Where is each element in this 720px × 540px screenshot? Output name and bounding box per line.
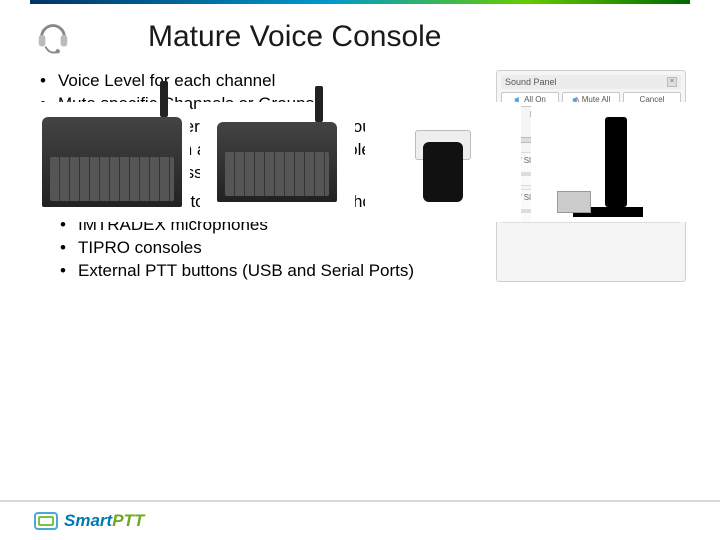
sub-bullet-item: External PTT buttons (USB and Serial Por… xyxy=(60,260,484,283)
hardware-image-mic-stand xyxy=(531,102,687,222)
hardware-images-row xyxy=(34,92,686,222)
logo: SmartPTT xyxy=(34,511,144,531)
slide-body: Mature Voice Console Voice Level for eac… xyxy=(0,0,720,282)
close-icon[interactable]: × xyxy=(667,77,677,87)
logo-smart: Smart xyxy=(64,511,112,530)
logo-mark-icon xyxy=(34,512,58,530)
hardware-image-console-1 xyxy=(34,102,190,222)
headset-icon xyxy=(34,18,72,56)
panel-title: Sound Panel xyxy=(505,77,557,87)
hardware-image-console-2 xyxy=(200,102,356,222)
logo-ptt: PTT xyxy=(112,511,144,530)
sub-bullet-item: TIPRO consoles xyxy=(60,237,484,260)
title-row: Mature Voice Console xyxy=(34,18,686,56)
hardware-image-ptt xyxy=(365,102,521,222)
slide-title: Mature Voice Console xyxy=(148,20,442,54)
panel-header: Sound Panel × xyxy=(501,75,681,89)
logo-text: SmartPTT xyxy=(64,511,144,531)
bullet-item: Voice Level for each channel xyxy=(40,70,484,93)
footer: SmartPTT xyxy=(0,500,720,540)
